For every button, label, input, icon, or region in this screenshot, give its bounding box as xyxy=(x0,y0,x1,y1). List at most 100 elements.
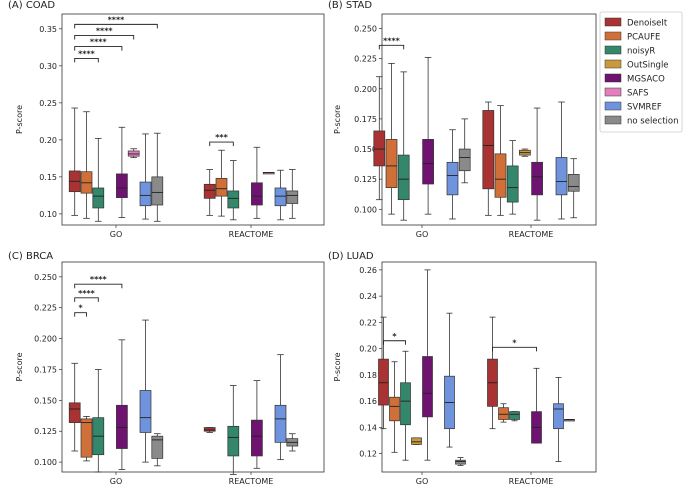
box-body xyxy=(227,190,240,209)
box-body xyxy=(151,435,164,459)
x-tick-label: REACTOME xyxy=(509,477,554,486)
significance-bracket: * xyxy=(74,304,87,317)
y-tick-label: 0.225 xyxy=(34,304,57,313)
box-body xyxy=(506,165,519,203)
box-mgsaco xyxy=(422,269,433,461)
box-body xyxy=(116,173,128,198)
box-no-selection xyxy=(286,433,299,452)
y-tick-label: 0.16 xyxy=(359,397,377,406)
box-noisyr xyxy=(506,140,519,215)
legend-label: noisyR xyxy=(627,47,655,57)
y-tick-label: 0.25 xyxy=(39,99,57,108)
significance-label: *** xyxy=(215,133,228,142)
box-body xyxy=(139,181,152,207)
panel-0: (A) COAD 0.10 0.15 0.20 0.25 0.30 0.35 P-score G… xyxy=(8,0,325,239)
box-body xyxy=(385,139,398,188)
box-mgsaco xyxy=(531,107,543,221)
box-pcaufe xyxy=(494,105,507,216)
bracket-line xyxy=(74,283,123,289)
y-tick-label: 0.250 xyxy=(34,273,57,282)
box-mgsaco xyxy=(251,146,263,219)
y-tick-label: 0.14 xyxy=(359,423,377,432)
box-svmref xyxy=(446,129,459,220)
box-pcaufe xyxy=(389,361,400,453)
bracket-line xyxy=(209,141,234,147)
significance-label: **** xyxy=(78,289,96,298)
box-body xyxy=(446,161,459,196)
box-noisyr xyxy=(227,160,240,221)
box-body xyxy=(80,418,93,458)
legend-swatch xyxy=(604,17,622,27)
y-axis-label: P-score xyxy=(333,105,342,134)
legend-frame xyxy=(599,11,683,133)
box-body xyxy=(498,407,509,420)
box-body xyxy=(482,110,495,190)
y-tick-label: 0.20 xyxy=(359,345,377,354)
significance-bracket: **** xyxy=(74,275,123,289)
y-tick-label: 0.22 xyxy=(359,318,377,327)
significance-bracket: **** xyxy=(74,15,158,29)
box-noisyr xyxy=(509,411,520,422)
significance-label: **** xyxy=(383,36,401,45)
box-outsingle xyxy=(519,148,531,157)
significance-bracket: * xyxy=(383,332,406,345)
box-pcaufe xyxy=(215,149,228,217)
box-body xyxy=(286,190,299,204)
legend-label: PCAUFE xyxy=(627,33,660,43)
y-tick-label: 0.250 xyxy=(354,24,377,33)
y-tick-label: 0.150 xyxy=(354,145,377,154)
x-tick-label: REACTOME xyxy=(229,477,274,486)
y-tick-label: 0.35 xyxy=(39,25,57,34)
legend-swatch xyxy=(604,101,622,111)
box-noisyr xyxy=(227,385,240,475)
y-axis-label: P-score xyxy=(333,352,342,381)
bracket-line xyxy=(74,312,87,317)
plot-frame xyxy=(61,261,325,473)
bracket-line xyxy=(492,346,537,352)
significance-label: **** xyxy=(90,38,108,47)
y-tick-label: 0.18 xyxy=(359,371,377,380)
y-axis-label: P-score xyxy=(15,352,24,381)
y-tick-label: 0.20 xyxy=(39,136,57,145)
box-safs xyxy=(127,148,140,159)
y-tick-label: 0.125 xyxy=(354,175,377,184)
bracket-line xyxy=(74,35,135,40)
plot-frame xyxy=(61,13,325,226)
legend-label: SVMREF xyxy=(627,103,662,113)
box-body xyxy=(203,427,216,432)
y-tick-label: 0.175 xyxy=(34,365,57,374)
significance-bracket: **** xyxy=(74,289,99,302)
significance-bracket: **** xyxy=(74,26,135,40)
x-tick-label: GO xyxy=(416,230,429,239)
y-tick-label: 0.125 xyxy=(34,427,57,436)
x-tick-label: GO xyxy=(110,477,123,486)
box-no-selection xyxy=(567,158,580,219)
box-denoiseit xyxy=(378,316,389,430)
y-tick-label: 0.24 xyxy=(359,292,377,301)
box-pcaufe xyxy=(385,63,398,215)
box-pcaufe xyxy=(80,416,93,462)
y-tick-label: 0.30 xyxy=(39,62,57,71)
box-body xyxy=(203,183,216,199)
significance-label: * xyxy=(512,338,517,347)
box-no-selection xyxy=(564,419,575,422)
box-svmref xyxy=(274,169,287,221)
box-body xyxy=(274,404,287,443)
box-body xyxy=(458,148,471,172)
box-body xyxy=(274,187,287,207)
box-pcaufe xyxy=(80,111,93,219)
bracket-line xyxy=(74,297,99,302)
box-svmref xyxy=(274,354,287,461)
box-body xyxy=(553,403,564,430)
significance-label: **** xyxy=(96,26,114,35)
x-tick-label: GO xyxy=(416,477,429,486)
box-body xyxy=(455,459,466,465)
box-denoiseit xyxy=(203,427,216,433)
box-no-selection xyxy=(455,457,466,466)
box-body xyxy=(92,187,105,209)
y-tick-label: 0.15 xyxy=(39,173,57,182)
legend-label: SAFS xyxy=(627,89,649,99)
box-denoiseit xyxy=(487,316,498,430)
box-body xyxy=(215,178,228,197)
